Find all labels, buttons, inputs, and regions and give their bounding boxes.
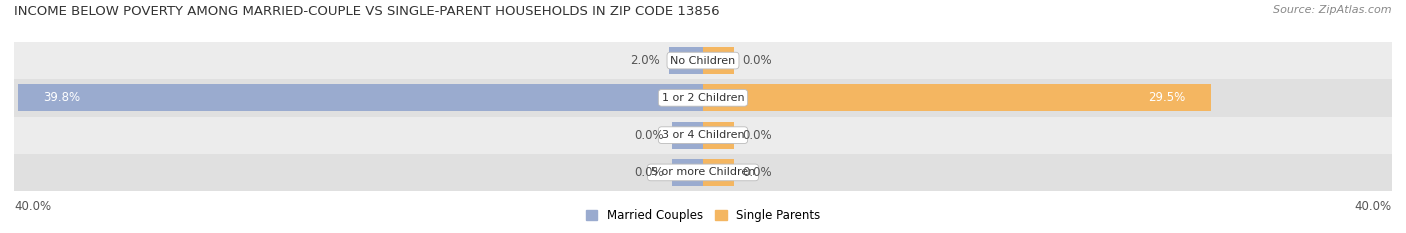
Text: 29.5%: 29.5% — [1149, 91, 1185, 104]
Bar — [703, 122, 734, 149]
Bar — [14, 154, 1392, 191]
Bar — [703, 47, 734, 74]
Text: 0.0%: 0.0% — [634, 129, 664, 142]
Bar — [14, 42, 1392, 79]
Text: INCOME BELOW POVERTY AMONG MARRIED-COUPLE VS SINGLE-PARENT HOUSEHOLDS IN ZIP COD: INCOME BELOW POVERTY AMONG MARRIED-COUPL… — [14, 5, 720, 18]
Text: 5 or more Children: 5 or more Children — [651, 168, 755, 177]
Bar — [703, 84, 1211, 111]
Bar — [14, 116, 1392, 154]
Bar — [17, 84, 703, 111]
Text: 40.0%: 40.0% — [1355, 200, 1392, 213]
Text: No Children: No Children — [671, 56, 735, 65]
Text: 39.8%: 39.8% — [44, 91, 80, 104]
Bar — [672, 122, 703, 149]
Text: 0.0%: 0.0% — [742, 166, 772, 179]
Legend: Married Couples, Single Parents: Married Couples, Single Parents — [586, 209, 820, 222]
Bar — [669, 47, 703, 74]
Text: 0.0%: 0.0% — [634, 166, 664, 179]
Text: 1 or 2 Children: 1 or 2 Children — [662, 93, 744, 103]
Text: 0.0%: 0.0% — [742, 54, 772, 67]
Bar — [14, 79, 1392, 116]
Text: 3 or 4 Children: 3 or 4 Children — [662, 130, 744, 140]
Bar — [703, 159, 734, 186]
Text: 40.0%: 40.0% — [14, 200, 51, 213]
Bar — [672, 159, 703, 186]
Text: 2.0%: 2.0% — [630, 54, 659, 67]
Text: 0.0%: 0.0% — [742, 129, 772, 142]
Text: Source: ZipAtlas.com: Source: ZipAtlas.com — [1274, 5, 1392, 15]
